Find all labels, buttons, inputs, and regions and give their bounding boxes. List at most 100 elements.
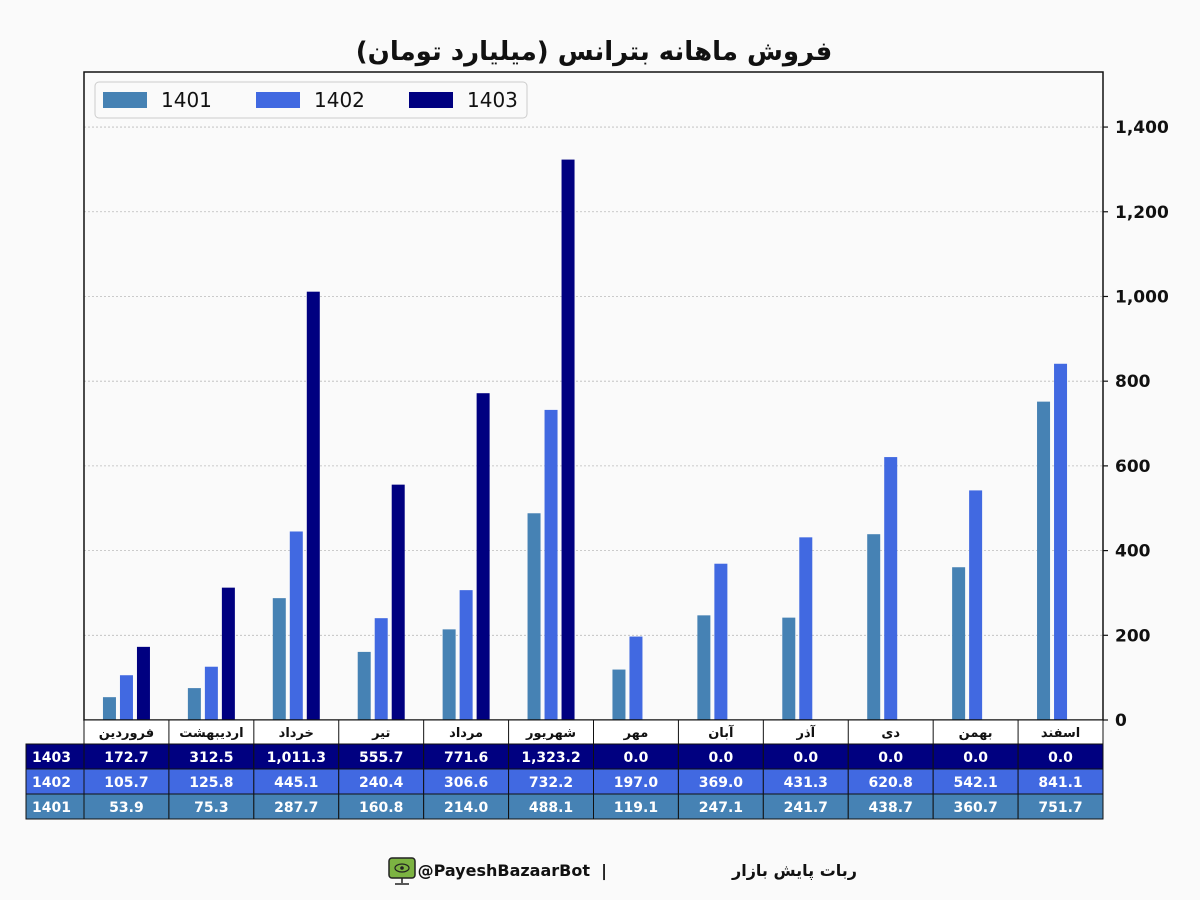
table-cell bbox=[1017, 768, 1104, 795]
table-cell bbox=[508, 768, 595, 795]
table-cell-value: 287.7 bbox=[274, 800, 318, 816]
table-cell bbox=[932, 793, 1019, 820]
table-month-label: اردیبهشت bbox=[179, 726, 243, 741]
bar-1401-5 bbox=[442, 629, 456, 720]
table-cell bbox=[253, 793, 340, 820]
table-month-label: آبان bbox=[708, 724, 734, 741]
legend-label-1402: 1402 bbox=[314, 88, 365, 112]
bars bbox=[102, 159, 1068, 720]
footer: ربات پایش بازار | @PayeshBazaarBot bbox=[388, 857, 857, 885]
bar-1401-4 bbox=[357, 651, 371, 720]
table-cell-value: 160.8 bbox=[359, 800, 403, 816]
table-month-label: مهر bbox=[623, 726, 649, 741]
bar-1402-12 bbox=[1054, 363, 1068, 720]
table-month-label: بهمن bbox=[959, 726, 993, 741]
table-cell bbox=[338, 793, 425, 820]
footer-handle: @PayeshBazaarBot bbox=[418, 861, 591, 880]
bar-1402-6 bbox=[544, 409, 558, 720]
footer-separator: | bbox=[601, 861, 607, 881]
table-cell-value: 542.1 bbox=[953, 775, 997, 791]
table-cell-value: 1,323.2 bbox=[521, 750, 580, 766]
y-axis: 0 200 400 600 800 1,000 1,200 1,400 bbox=[1103, 118, 1169, 731]
table-month-label: شهریور bbox=[525, 726, 576, 741]
table-cell-value: 841.1 bbox=[1038, 775, 1082, 791]
legend-swatch-1401 bbox=[103, 92, 147, 108]
table-cell-value: 438.7 bbox=[869, 800, 913, 816]
table-cell-value: 771.6 bbox=[444, 750, 488, 766]
bar-1401-8 bbox=[697, 615, 711, 720]
table-cell-value: 247.1 bbox=[699, 800, 743, 816]
table-cell-value: 53.9 bbox=[109, 800, 144, 816]
bar-1401-6 bbox=[527, 513, 541, 720]
table-cell bbox=[508, 743, 595, 770]
bar-1401-2 bbox=[187, 688, 201, 720]
table-cell-value: 125.8 bbox=[189, 775, 233, 791]
table-cell bbox=[847, 743, 934, 770]
table-cell-value: 1,011.3 bbox=[267, 750, 326, 766]
table-cell-value: 0.0 bbox=[1048, 750, 1073, 766]
table-row-label-cell bbox=[25, 768, 85, 795]
table-cell bbox=[593, 768, 679, 795]
table-cell-value: 240.4 bbox=[359, 775, 404, 791]
plot-frame bbox=[83, 71, 1104, 721]
table-cell-value: 431.3 bbox=[784, 775, 828, 791]
legend-label-1401: 1401 bbox=[161, 88, 212, 112]
bar-1401-10 bbox=[867, 534, 881, 720]
table-row-label-cell bbox=[25, 743, 85, 770]
table-row-label-cell bbox=[25, 793, 85, 820]
table-cell bbox=[762, 743, 849, 770]
monitor-eye-icon bbox=[388, 857, 416, 885]
table-cell-value: 488.1 bbox=[529, 800, 573, 816]
bar-1403-5 bbox=[476, 393, 490, 720]
table-row-label: 1401 bbox=[32, 800, 71, 816]
table-cell bbox=[508, 793, 595, 820]
table-month-label: مرداد bbox=[449, 726, 483, 741]
bar-1402-9 bbox=[799, 537, 813, 720]
chart-title: فروش ماهانه بترانس (میلیارد تومان) bbox=[356, 37, 833, 67]
table-cell bbox=[677, 793, 764, 820]
table-cell bbox=[168, 768, 255, 795]
data-table: فروردین اردیبهشت خرداد تیر مرداد شهریور مهر آبا… bbox=[25, 719, 1104, 820]
table-row-label: 1403 bbox=[32, 750, 71, 766]
bar-1401-12 bbox=[1037, 401, 1051, 720]
bar-1401-7 bbox=[612, 669, 626, 720]
bar-1403-1 bbox=[136, 646, 150, 720]
legend-label-1403: 1403 bbox=[467, 88, 518, 112]
y-tick-label: 1,000 bbox=[1115, 287, 1169, 307]
bar-1401-9 bbox=[782, 617, 796, 720]
legend-frame bbox=[94, 81, 528, 119]
bar-1403-2 bbox=[221, 587, 235, 720]
y-tick-label: 800 bbox=[1115, 372, 1151, 392]
bar-1403-4 bbox=[391, 484, 405, 720]
y-tick-label: 600 bbox=[1115, 457, 1151, 477]
table-cell bbox=[1017, 793, 1104, 820]
table-cell bbox=[932, 743, 1019, 770]
table-cell-value: 620.8 bbox=[869, 775, 913, 791]
bar-1402-2 bbox=[204, 666, 218, 720]
table-month-label: فروردین bbox=[99, 726, 154, 741]
table-row-label: 1402 bbox=[32, 775, 71, 791]
table-cell bbox=[593, 793, 679, 820]
footer-bot-name: ربات پایش بازار bbox=[731, 861, 857, 881]
table-cell-value: 214.0 bbox=[444, 800, 489, 816]
table-month-label: اسفند bbox=[1041, 726, 1080, 741]
table-cell-value: 306.6 bbox=[444, 775, 488, 791]
table-cell-value: 360.7 bbox=[953, 800, 997, 816]
bar-1403-6 bbox=[561, 159, 575, 720]
table-cell-value: 105.7 bbox=[104, 775, 148, 791]
table-cell-value: 75.3 bbox=[194, 800, 229, 816]
bar-1402-11 bbox=[969, 490, 983, 720]
y-tick-label: 200 bbox=[1115, 626, 1151, 646]
table-cell-value: 445.1 bbox=[274, 775, 318, 791]
table-cell bbox=[847, 768, 934, 795]
table-cell bbox=[83, 768, 170, 795]
table-cell bbox=[677, 743, 764, 770]
table-cell bbox=[1017, 743, 1104, 770]
table-month-label: دی bbox=[881, 726, 900, 741]
legend-swatch-1403 bbox=[409, 92, 453, 108]
y-tick-label: 1,200 bbox=[1115, 203, 1169, 223]
y-tick-label: 0 bbox=[1115, 711, 1127, 731]
table-cell-value: 369.0 bbox=[699, 775, 744, 791]
table-month-label: تیر bbox=[371, 726, 390, 741]
